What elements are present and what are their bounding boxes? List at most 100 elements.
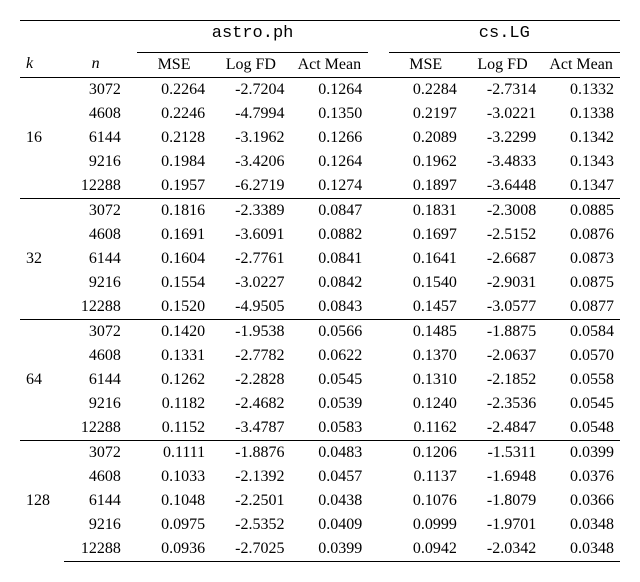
metric-cell: 0.2128 <box>137 126 211 150</box>
metric-cell: -2.2501 <box>211 489 290 513</box>
spacer <box>368 295 388 320</box>
metric-cell: -2.3008 <box>463 198 542 223</box>
header-row-1: astro.ph cs.LG <box>20 21 620 47</box>
table-row: 122880.1957-6.27190.12740.1897-3.64480.1… <box>20 174 620 199</box>
metric-cell: 0.0877 <box>542 295 620 320</box>
metric-cell: 0.0366 <box>542 489 620 513</box>
metric-cell: -3.4206 <box>211 150 290 174</box>
metric-cell: 0.0545 <box>290 368 368 392</box>
spacer <box>368 392 388 416</box>
table-row: 61440.1262-2.28280.05450.1310-2.18520.05… <box>20 368 620 392</box>
metric-cell: -2.0637 <box>463 344 542 368</box>
metric-cell: 0.1152 <box>137 416 211 441</box>
metric-cell: 0.1162 <box>389 416 463 441</box>
table-row: 92160.1984-3.42060.12640.1962-3.48330.13… <box>20 150 620 174</box>
col-header-fd-a: Log FD <box>211 52 290 77</box>
table-row: 122880.0936-2.70250.03990.0942-2.03420.0… <box>20 537 620 562</box>
spacer <box>368 440 388 465</box>
metric-cell: 0.1342 <box>542 126 620 150</box>
metric-cell: 0.1897 <box>389 174 463 199</box>
metric-cell: -2.3536 <box>463 392 542 416</box>
metric-cell: 0.0399 <box>542 440 620 465</box>
metric-cell: 0.0622 <box>290 344 368 368</box>
table-row: 61440.2128-3.19620.12660.2089-3.22990.13… <box>20 126 620 150</box>
n-cell: 6144 <box>64 489 137 513</box>
metric-cell: -4.7994 <box>211 102 290 126</box>
metric-cell: 0.0348 <box>542 513 620 537</box>
metric-cell: -1.8079 <box>463 489 542 513</box>
metric-cell: 0.1182 <box>137 392 211 416</box>
metric-cell: -4.9505 <box>211 295 290 320</box>
metric-cell: -2.0342 <box>463 537 542 562</box>
metric-cell: 0.1420 <box>137 319 211 344</box>
n-cell: 12288 <box>64 537 137 562</box>
metric-cell: -2.4847 <box>463 416 542 441</box>
n-cell: 9216 <box>64 513 137 537</box>
metric-cell: 0.1331 <box>137 344 211 368</box>
spacer <box>368 198 388 223</box>
metric-cell: -2.7761 <box>211 247 290 271</box>
metric-cell: -3.0221 <box>463 102 542 126</box>
n-cell: 12288 <box>64 174 137 199</box>
metric-cell: -2.7025 <box>211 537 290 562</box>
metric-cell: -1.6948 <box>463 465 542 489</box>
metric-cell: -2.5152 <box>463 223 542 247</box>
metric-cell: 0.0583 <box>290 416 368 441</box>
metric-cell: 0.0936 <box>137 537 211 562</box>
metric-cell: 0.1264 <box>290 77 368 102</box>
n-cell: 4608 <box>64 344 137 368</box>
spacer <box>368 102 388 126</box>
n-cell: 9216 <box>64 271 137 295</box>
table-row: 122880.1520-4.95050.08430.1457-3.05770.0… <box>20 295 620 320</box>
k-cell: 64 <box>20 319 64 440</box>
metric-cell: 0.1957 <box>137 174 211 199</box>
col-header-fd-b: Log FD <box>463 52 542 77</box>
metric-cell: 0.0885 <box>542 198 620 223</box>
metric-cell: 0.0545 <box>542 392 620 416</box>
metric-cell: 0.1206 <box>389 440 463 465</box>
metric-cell: 0.1697 <box>389 223 463 247</box>
metric-cell: 0.1816 <box>137 198 211 223</box>
metric-cell: 0.0882 <box>290 223 368 247</box>
metric-cell: 0.0570 <box>542 344 620 368</box>
metric-cell: -2.4682 <box>211 392 290 416</box>
metric-cell: 0.0876 <box>542 223 620 247</box>
metric-cell: 0.0558 <box>542 368 620 392</box>
metric-cell: 0.0548 <box>542 416 620 441</box>
metric-cell: -3.1962 <box>211 126 290 150</box>
n-cell: 4608 <box>64 465 137 489</box>
table-row: 12830720.1111-1.88760.04830.1206-1.53110… <box>20 440 620 465</box>
metric-cell: 0.1137 <box>389 465 463 489</box>
metrics-table: astro.ph cs.LG k n MSE Log FD Act Mean <box>20 20 620 562</box>
n-cell: 12288 <box>64 416 137 441</box>
metric-cell: -2.2828 <box>211 368 290 392</box>
table-row: 92160.0975-2.53520.04090.0999-1.97010.03… <box>20 513 620 537</box>
metric-cell: 0.0399 <box>290 537 368 562</box>
table: astro.ph cs.LG k n MSE Log FD Act Mean <box>20 20 620 562</box>
n-cell: 6144 <box>64 126 137 150</box>
metric-cell: 0.0539 <box>290 392 368 416</box>
n-cell: 6144 <box>64 247 137 271</box>
metric-cell: 0.1338 <box>542 102 620 126</box>
metric-cell: 0.2089 <box>389 126 463 150</box>
metric-cell: 0.1962 <box>389 150 463 174</box>
metric-cell: 0.1691 <box>137 223 211 247</box>
spacer <box>368 21 388 47</box>
metric-cell: -2.5352 <box>211 513 290 537</box>
metric-cell: 0.1343 <box>542 150 620 174</box>
metric-cell: 0.1554 <box>137 271 211 295</box>
metric-cell: 0.1520 <box>137 295 211 320</box>
n-cell: 4608 <box>64 223 137 247</box>
dataset-label: cs.LG <box>479 24 530 43</box>
metric-cell: 0.1457 <box>389 295 463 320</box>
metric-cell: 0.0438 <box>290 489 368 513</box>
k-cell: 16 <box>20 77 64 198</box>
metric-cell: 0.1641 <box>389 247 463 271</box>
metric-cell: -3.0227 <box>211 271 290 295</box>
metric-cell: 0.0348 <box>542 537 620 562</box>
col-header-act-a: Act Mean <box>290 52 368 77</box>
metric-cell: 0.0566 <box>290 319 368 344</box>
metric-cell: -2.3389 <box>211 198 290 223</box>
table-row: 46080.1331-2.77820.06220.1370-2.06370.05… <box>20 344 620 368</box>
metric-cell: 0.1262 <box>137 368 211 392</box>
